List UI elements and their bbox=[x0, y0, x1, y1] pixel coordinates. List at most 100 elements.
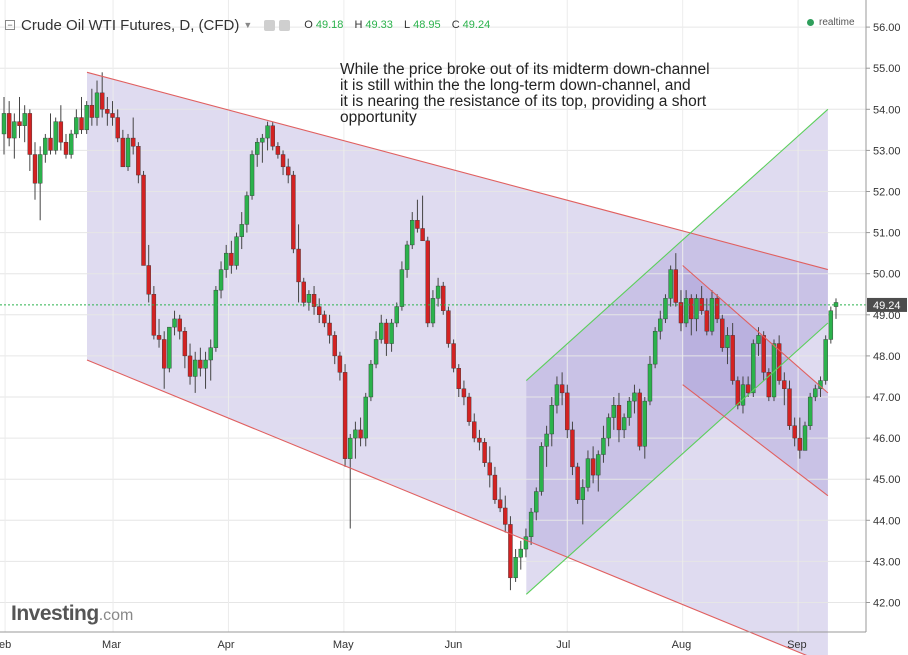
annotation-line: While the price broke out of its midterm… bbox=[340, 61, 710, 78]
candle-body bbox=[249, 154, 255, 196]
candle-body bbox=[280, 154, 286, 168]
candles-layer bbox=[1, 72, 839, 591]
candle-body bbox=[379, 322, 384, 340]
candle bbox=[120, 129, 126, 168]
candle-body bbox=[193, 359, 198, 377]
candle-body bbox=[725, 335, 730, 348]
candle bbox=[84, 101, 89, 134]
collapse-icon[interactable]: − bbox=[5, 20, 15, 30]
y-tick-label: 42.00 bbox=[873, 598, 901, 610]
candle-body bbox=[410, 220, 415, 246]
settings-icon[interactable] bbox=[264, 19, 276, 31]
x-tick-label: Apr bbox=[217, 639, 234, 651]
candle-body bbox=[730, 335, 735, 381]
candle-body bbox=[348, 437, 353, 459]
candle bbox=[580, 479, 585, 525]
instrument-title[interactable]: Crude Oil WTI Futures, D, (CFD) bbox=[21, 16, 240, 34]
candle-body bbox=[394, 306, 399, 324]
channel-line[interactable] bbox=[525, 322, 829, 595]
candle bbox=[48, 113, 53, 155]
candle bbox=[260, 133, 265, 163]
candle bbox=[554, 376, 560, 414]
chart-annotation: While the price broke out of its midterm… bbox=[340, 62, 800, 126]
candle bbox=[244, 191, 250, 233]
y-tick-label: 47.00 bbox=[873, 392, 901, 404]
channel-line[interactable] bbox=[86, 359, 828, 655]
candle-body bbox=[260, 137, 265, 143]
candle-body bbox=[580, 487, 585, 500]
candle bbox=[559, 372, 565, 406]
candle bbox=[497, 487, 503, 513]
candle bbox=[456, 364, 461, 397]
logo-domain: .com bbox=[98, 607, 134, 624]
candle-body bbox=[43, 137, 48, 155]
candle bbox=[621, 413, 627, 439]
candle-body bbox=[658, 318, 663, 332]
gear-icon[interactable] bbox=[279, 19, 291, 31]
candle bbox=[99, 72, 105, 118]
candle-body bbox=[647, 363, 653, 402]
candle bbox=[161, 331, 167, 389]
candle-body bbox=[720, 318, 725, 348]
candle-body bbox=[611, 405, 616, 418]
candle-body bbox=[694, 298, 699, 320]
candle bbox=[828, 306, 834, 344]
y-tick-label: 55.00 bbox=[873, 63, 901, 75]
candle bbox=[751, 339, 756, 397]
channel-line[interactable] bbox=[682, 384, 829, 497]
candle-body bbox=[74, 117, 79, 135]
candle-body bbox=[399, 269, 405, 307]
candle-body bbox=[756, 335, 761, 344]
candle bbox=[280, 150, 286, 176]
candle bbox=[632, 384, 637, 414]
candle-body bbox=[673, 269, 679, 303]
candle-body bbox=[508, 524, 513, 579]
channel-line[interactable] bbox=[86, 71, 829, 271]
candle-body bbox=[301, 281, 306, 303]
chevron-down-icon[interactable]: ▼ bbox=[243, 20, 253, 30]
candle-body bbox=[244, 195, 250, 225]
candle bbox=[596, 450, 601, 492]
candle bbox=[807, 392, 813, 430]
x-tick-label: May bbox=[333, 639, 354, 651]
candle-body bbox=[12, 121, 17, 139]
candle bbox=[797, 417, 803, 459]
channel-line[interactable] bbox=[682, 265, 829, 394]
candle-body bbox=[156, 335, 162, 340]
candle-body bbox=[213, 289, 219, 348]
channel-line[interactable] bbox=[525, 108, 829, 381]
candle-body bbox=[389, 322, 394, 344]
candle-body bbox=[182, 331, 188, 357]
close-value: 49.24 bbox=[462, 19, 491, 31]
candle bbox=[182, 327, 188, 369]
channel-lines-layer bbox=[86, 71, 829, 655]
candle-body bbox=[99, 92, 105, 110]
candle-body bbox=[554, 384, 560, 406]
candle bbox=[714, 294, 720, 324]
candle bbox=[368, 360, 374, 402]
candle-body bbox=[797, 437, 803, 451]
candle bbox=[275, 142, 281, 159]
candle-body bbox=[632, 392, 637, 402]
y-tick-label: 45.00 bbox=[873, 474, 901, 486]
candle-body bbox=[523, 536, 529, 550]
candle-body bbox=[497, 499, 503, 509]
candle bbox=[125, 133, 131, 171]
candle bbox=[766, 368, 772, 402]
candle bbox=[213, 286, 219, 352]
candle bbox=[342, 364, 348, 467]
candle bbox=[410, 212, 415, 250]
candle-body bbox=[224, 252, 229, 270]
x-tick-label: Jul bbox=[556, 639, 570, 651]
candle-body bbox=[802, 425, 808, 451]
candle-body bbox=[161, 339, 167, 369]
candle-body bbox=[689, 298, 694, 320]
candle bbox=[337, 351, 343, 381]
candle-body bbox=[275, 146, 281, 155]
candle-body bbox=[663, 298, 668, 320]
channel-fill bbox=[526, 109, 828, 595]
candle-body bbox=[513, 557, 518, 579]
open-value: 49.18 bbox=[315, 19, 344, 31]
candle-body bbox=[461, 388, 467, 398]
